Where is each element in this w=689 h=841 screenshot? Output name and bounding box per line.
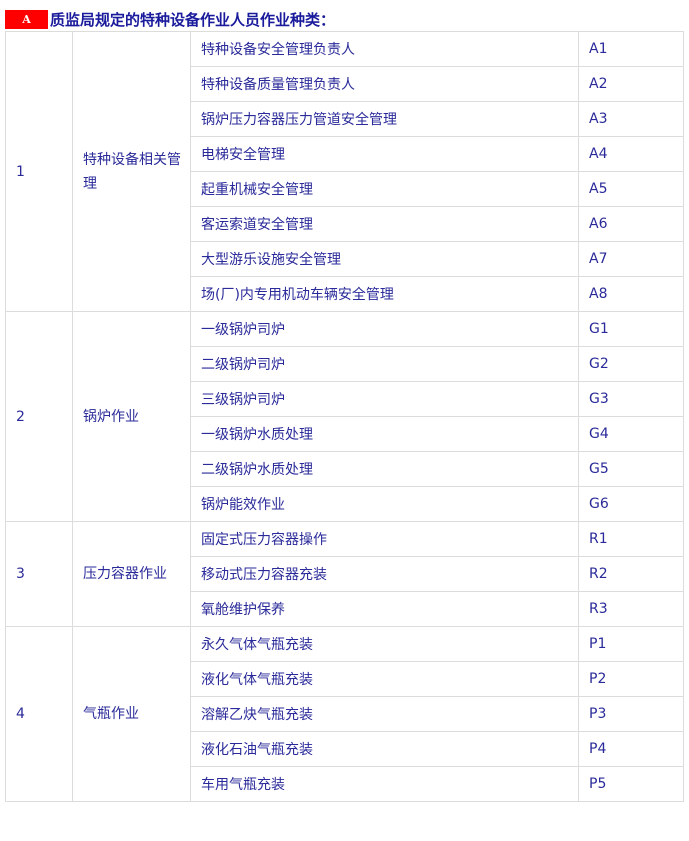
item-code: P5 xyxy=(578,766,684,802)
item-name: 移动式压力容器充装 xyxy=(190,556,579,592)
item-name: 二级锅炉司炉 xyxy=(190,346,579,382)
table-row: 液化石油气瓶充装 P4 xyxy=(6,731,684,767)
item-name: 液化石油气瓶充装 xyxy=(190,731,579,767)
item-code: A2 xyxy=(578,66,684,102)
table-row: 3 压力容器作业 固定式压力容器操作 R1 xyxy=(5,521,684,627)
item-code: P4 xyxy=(578,731,684,767)
section-badge: A xyxy=(5,9,48,29)
item-code: R1 xyxy=(578,521,684,557)
item-name: 起重机械安全管理 xyxy=(190,171,579,207)
item-code: A8 xyxy=(578,276,684,312)
item-name: 电梯安全管理 xyxy=(190,136,579,172)
group-category: 特种设备相关管理 xyxy=(72,31,191,312)
item-name: 特种设备安全管理负责人 xyxy=(190,31,579,67)
table-row: 锅炉能效作业 G6 xyxy=(6,486,684,522)
item-name: 氧舱维护保养 xyxy=(190,591,579,627)
table-row: 锅炉压力容器压力管道安全管理 A3 xyxy=(6,101,684,137)
item-code: G3 xyxy=(578,381,684,417)
group-category: 压力容器作业 xyxy=(72,521,191,627)
group-number: 1 xyxy=(5,31,73,312)
item-code: R2 xyxy=(578,556,684,592)
table-row: 特种设备质量管理负责人 A2 xyxy=(6,66,684,102)
item-name: 一级锅炉司炉 xyxy=(190,311,579,347)
item-code: A7 xyxy=(578,241,684,277)
group-number: 4 xyxy=(5,626,73,802)
item-code: A3 xyxy=(578,101,684,137)
item-name: 三级锅炉司炉 xyxy=(190,381,579,417)
item-name: 车用气瓶充装 xyxy=(190,766,579,802)
item-name: 大型游乐设施安全管理 xyxy=(190,241,579,277)
item-name: 固定式压力容器操作 xyxy=(190,521,579,557)
table-row: 移动式压力容器充装 R2 xyxy=(6,556,684,592)
item-code: P1 xyxy=(578,626,684,662)
table-row: 4 气瓶作业 永久气体气瓶充装 P1 xyxy=(5,626,684,802)
item-name: 一级锅炉水质处理 xyxy=(190,416,579,452)
table-row: 大型游乐设施安全管理 A7 xyxy=(6,241,684,277)
table-row: 液化气体气瓶充装 P2 xyxy=(6,661,684,697)
table-row: 二级锅炉司炉 G2 xyxy=(6,346,684,382)
table-row: 二级锅炉水质处理 G5 xyxy=(6,451,684,487)
section-header: A 质监局规定的特种设备作业人员作业种类： xyxy=(5,9,335,29)
table-row: 客运索道安全管理 A6 xyxy=(6,206,684,242)
item-name: 锅炉压力容器压力管道安全管理 xyxy=(190,101,579,137)
table-row: 场(厂)内专用机动车辆安全管理 A8 xyxy=(6,276,684,312)
item-code: G4 xyxy=(578,416,684,452)
item-name: 溶解乙炔气瓶充装 xyxy=(190,696,579,732)
item-name: 液化气体气瓶充装 xyxy=(190,661,579,697)
table-row: 溶解乙炔气瓶充装 P3 xyxy=(6,696,684,732)
table-row: 氧舱维护保养 R3 xyxy=(6,591,684,627)
item-code: G1 xyxy=(578,311,684,347)
item-name: 场(厂)内专用机动车辆安全管理 xyxy=(190,276,579,312)
group-category: 气瓶作业 xyxy=(72,626,191,802)
section-title: 质监局规定的特种设备作业人员作业种类： xyxy=(50,10,336,29)
group-category: 锅炉作业 xyxy=(72,311,191,522)
item-name: 锅炉能效作业 xyxy=(190,486,579,522)
group-number: 2 xyxy=(5,311,73,522)
item-code: A1 xyxy=(578,31,684,67)
work-category-table: 1 特种设备相关管理 特种设备安全管理负责人 A1 特种设备质量管理负责人 A2 锅炉压力容… xyxy=(5,31,684,802)
item-code: A4 xyxy=(578,136,684,172)
item-code: P3 xyxy=(578,696,684,732)
item-name: 特种设备质量管理负责人 xyxy=(190,66,579,102)
item-code: G6 xyxy=(578,486,684,522)
group-number: 3 xyxy=(5,521,73,627)
item-code: P2 xyxy=(578,661,684,697)
item-name: 永久气体气瓶充装 xyxy=(190,626,579,662)
item-name: 客运索道安全管理 xyxy=(190,206,579,242)
table-row: 电梯安全管理 A4 xyxy=(6,136,684,172)
item-name: 二级锅炉水质处理 xyxy=(190,451,579,487)
table-row: 三级锅炉司炉 G3 xyxy=(6,381,684,417)
item-code: A5 xyxy=(578,171,684,207)
item-code: G5 xyxy=(578,451,684,487)
item-code: R3 xyxy=(578,591,684,627)
item-code: A6 xyxy=(578,206,684,242)
table-row: 1 特种设备相关管理 特种设备安全管理负责人 A1 xyxy=(5,31,684,312)
item-code: G2 xyxy=(578,346,684,382)
table-row: 车用气瓶充装 P5 xyxy=(6,766,684,802)
table-row: 2 锅炉作业 一级锅炉司炉 G1 xyxy=(5,311,684,522)
table-row: 起重机械安全管理 A5 xyxy=(6,171,684,207)
